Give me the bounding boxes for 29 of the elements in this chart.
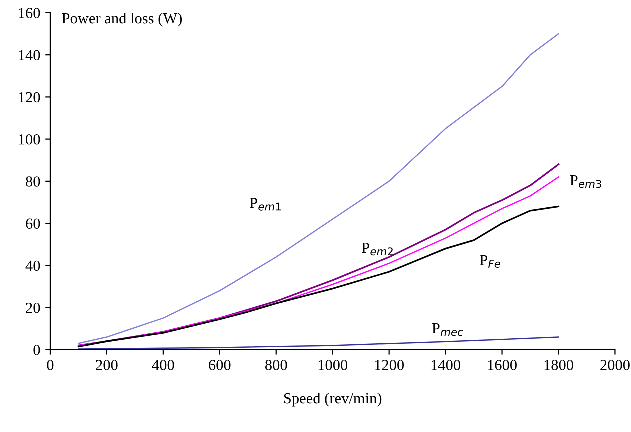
x-tick-label: 2000 [600, 360, 630, 370]
x-tick-label: 1600 [488, 360, 517, 370]
y-tick-label: 20 [26, 302, 40, 314]
x-tick-label: 0 [47, 360, 54, 370]
series-label: P$_{em2}$ [362, 243, 393, 256]
y-tick-label: 120 [19, 92, 40, 103]
x-tick-label: 1800 [544, 360, 574, 370]
y-tick-label: 160 [19, 8, 40, 18]
series-label: P$_{Fe}$ [480, 255, 500, 268]
x-tick-label: 200 [96, 360, 118, 370]
y-tick-label: 80 [26, 176, 40, 187]
y-axis-title: Power and loss (W) [62, 12, 182, 27]
x-tick-label: 600 [209, 360, 231, 370]
x-tick-label: 800 [266, 360, 288, 370]
x-tick-label: 400 [152, 360, 174, 370]
y-tick-label: 40 [26, 260, 40, 272]
y-tick-label: 60 [26, 218, 40, 230]
x-tick-label: 1400 [432, 360, 460, 370]
x-axis-title: Speed (rev/min) [284, 392, 382, 407]
x-tick-label: 1000 [318, 360, 348, 370]
x-tick-label: 1200 [375, 360, 404, 370]
y-tick-label: 0 [34, 345, 40, 356]
series-label: P$_{mec}$ [432, 324, 464, 336]
y-tick-label: 100 [19, 134, 40, 145]
line-series [78, 336, 560, 350]
y-tick-label: 140 [19, 50, 40, 61]
text: P$_{em1}$ [250, 198, 281, 211]
series-label: P$_{em3}$ [570, 175, 602, 188]
line-series [78, 33, 560, 344]
